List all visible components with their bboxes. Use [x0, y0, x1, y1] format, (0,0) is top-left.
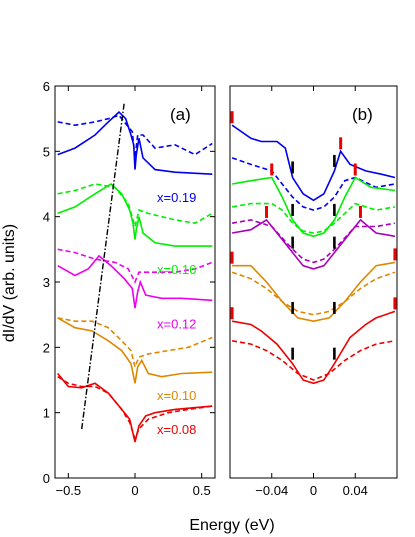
series-solid-x=0.08: [57, 372, 213, 443]
series-solid-x=0.12: [57, 254, 213, 309]
series-solid-x=0.19: [57, 110, 213, 175]
series-solid-x=0.16: [57, 183, 213, 247]
series-dashed-x=0.10: [57, 317, 213, 370]
panel-label: (a): [170, 105, 191, 124]
y-tick-label: 6: [43, 79, 50, 94]
series-solid-x=0.10: [232, 261, 396, 323]
series-solid-x=0.12: [231, 218, 396, 270]
x-tick-label: 0.04: [343, 483, 368, 498]
x-tick-label: 0: [131, 483, 138, 498]
series-solid-x=0.19: [231, 124, 396, 202]
y-tick-label: 5: [43, 144, 50, 159]
series-dashed-x=0.16: [57, 183, 213, 230]
series-dashed-x=0.10: [231, 271, 396, 316]
series-label: x=0.08: [157, 422, 196, 437]
y-tick-label: 2: [43, 340, 50, 355]
series-dashed-x=0.16: [231, 202, 396, 234]
series-label: x=0.12: [157, 316, 196, 331]
panel-b-plot-area: [231, 124, 396, 385]
panel-a-plot-area: [57, 102, 213, 443]
x-axis-label: Energy (eV): [189, 517, 274, 534]
panel-label: (b): [352, 105, 373, 124]
series-dashed-x=0.12: [57, 248, 213, 284]
x-tick-label: 0: [310, 483, 317, 498]
y-tick-label: 0: [43, 471, 50, 486]
y-tick-label: 4: [43, 210, 50, 225]
series-label: x=0.16: [157, 262, 196, 277]
guide-line: [81, 102, 125, 430]
series-dashed-x=0.19: [231, 157, 396, 211]
y-tick-label: 3: [43, 275, 50, 290]
series-solid-x=0.10: [57, 317, 213, 384]
series-dashed-x=0.12: [231, 219, 396, 264]
y-tick-label: 1: [43, 406, 50, 421]
series-label: x=0.19: [157, 190, 196, 205]
series-solid-x=0.16: [231, 176, 396, 238]
panel-a: −0.5 0 0.5 0 1 2 3 4 5 6 (a) x=0.19 x=0.16 x=0.12 x=0.…: [43, 79, 216, 498]
x-tick-label: −0.5: [55, 483, 81, 498]
series-solid-x=0.08: [231, 310, 396, 385]
series-label: x=0.10: [157, 388, 196, 403]
x-tick-label: −0.04: [255, 483, 288, 498]
panel-b: −0.04 0 0.04 (b): [229, 85, 398, 498]
y-axis-label: dI/dV (arb. units): [1, 224, 18, 342]
series-dashed-x=0.08: [231, 340, 396, 381]
x-tick-label: 0.5: [193, 483, 211, 498]
